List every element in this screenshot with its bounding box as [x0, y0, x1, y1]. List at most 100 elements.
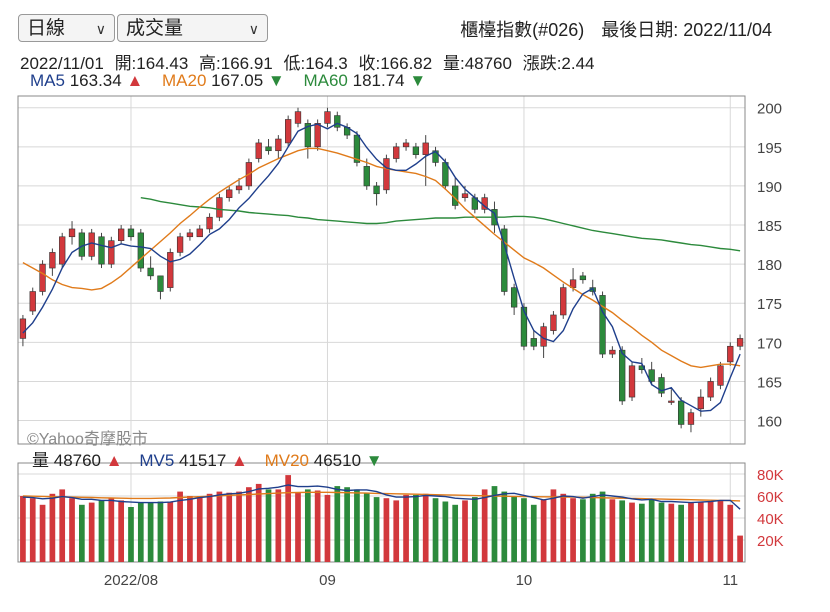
x-tick-label: 10 [516, 572, 533, 589]
volume-bar [501, 491, 508, 562]
volume-tick-label: 20K [757, 533, 784, 550]
candle-body [49, 252, 56, 269]
candle-body [628, 365, 636, 398]
volume-bar [697, 501, 704, 562]
volume-bar [511, 496, 517, 562]
mv20-legend: MV20 46510 ▼ [265, 451, 383, 470]
candle-body [176, 236, 184, 253]
volume-bar [570, 498, 576, 562]
candle-body [697, 396, 704, 410]
candle-body [147, 267, 154, 277]
volume-bar [609, 499, 616, 562]
volume-bar [373, 497, 380, 562]
x-tick-label: 09 [319, 572, 336, 589]
candle-body [186, 232, 194, 238]
candle-body [373, 185, 380, 195]
candle-body [39, 263, 46, 292]
volume-bar [471, 497, 478, 562]
candle-body [363, 166, 370, 187]
volume-bar [589, 493, 596, 562]
quote-date: 2022/11/01 [20, 54, 104, 73]
price-tick-label: 195 [757, 140, 782, 157]
volume-bar [118, 500, 125, 562]
ma60-legend: MA60 181.74 ▼ [303, 71, 426, 90]
candle-body [668, 400, 675, 403]
volume-bar [285, 475, 292, 562]
period-select[interactable]: 日線 ∨ [18, 14, 115, 42]
volume-bar [638, 503, 645, 562]
ma5-value: 163.34 [69, 71, 122, 90]
price-tick-label: 160 [757, 414, 782, 431]
volume-bar [727, 504, 734, 562]
volume-bar [648, 499, 655, 562]
candle-body [550, 314, 557, 331]
volume-bar [658, 502, 665, 562]
vol-arrow-icon: ▲ [105, 451, 123, 470]
volume-bar [275, 489, 282, 562]
volume-bar [422, 493, 429, 562]
ma5-arrow-icon: ▲ [126, 71, 144, 90]
quote-close: 收:166.82 [358, 54, 433, 73]
candle-body [196, 228, 203, 238]
x-tick-label: 11 [722, 572, 738, 589]
candle-body [265, 146, 272, 152]
volume-bar [678, 504, 684, 562]
price-tick-label: 165 [757, 374, 782, 391]
price-tick-label: 180 [757, 257, 782, 274]
candle-body [226, 189, 233, 198]
price-tick-label: 175 [757, 296, 782, 313]
volume-bar [206, 493, 213, 562]
candle-body [127, 228, 135, 238]
volume-bar [452, 504, 459, 562]
mv20-arrow-icon: ▼ [365, 451, 383, 470]
mv20-label: MV20 [264, 451, 310, 470]
volume-bar [128, 507, 134, 562]
quote-change: 漲跌:2.44 [522, 54, 595, 73]
volume-bar [354, 489, 360, 562]
volume-bar [432, 498, 439, 562]
candle-body [285, 119, 292, 144]
volume-bar [413, 494, 419, 562]
candle-body [275, 138, 282, 152]
volume-bar [530, 504, 537, 562]
volume-legend: 量 48760 ▲ MV5 41517 ▲ MV20 46510 ▼ [32, 446, 395, 471]
candle-body [255, 142, 262, 159]
candle-body [78, 232, 86, 257]
volume-bar [137, 502, 144, 562]
candle-body [206, 216, 213, 230]
candle-body [304, 123, 311, 148]
volume-bar [59, 489, 66, 562]
vol-label: 量 [32, 451, 49, 470]
ma20-label: MA20 [162, 71, 207, 90]
ma5-legend: MA5 163.34 ▲ [30, 71, 148, 90]
price-tick-label: 185 [757, 218, 782, 235]
ma20-value: 167.05 [211, 71, 264, 90]
candle-body [707, 381, 714, 398]
volume-bar [393, 500, 400, 562]
vol-value: 48760 [53, 451, 102, 470]
x-tick-label: 2022/08 [104, 572, 158, 589]
ma20-legend: MA20 167.05 ▼ [162, 71, 289, 90]
price-tick-label: 190 [757, 179, 782, 196]
volume-bar [560, 493, 567, 562]
last-date: 最後日期: 2022/11/04 [601, 20, 772, 40]
indicator-select[interactable]: 成交量 ∨ [117, 14, 268, 42]
volume-bar [295, 492, 301, 562]
candle-body [579, 275, 587, 281]
price-tick-label: 170 [757, 335, 782, 352]
candle-body [727, 345, 734, 363]
volume-bar [29, 498, 36, 562]
title-block: 櫃檯指數(#026) 最後日期: 2022/11/04 [448, 16, 772, 42]
volume-bar [462, 500, 468, 562]
candle-body [108, 240, 115, 265]
ma20-line [22, 147, 741, 369]
candle-body [461, 193, 469, 198]
candle-body [88, 232, 95, 257]
candle-body [393, 146, 400, 159]
watermark: ©Yahoo奇摩股市 [27, 431, 148, 448]
quote-open: 開:164.43 [114, 54, 189, 73]
mv5-label: MV5 [139, 451, 175, 470]
volume-bar [334, 486, 341, 562]
ma60-line [140, 197, 741, 252]
